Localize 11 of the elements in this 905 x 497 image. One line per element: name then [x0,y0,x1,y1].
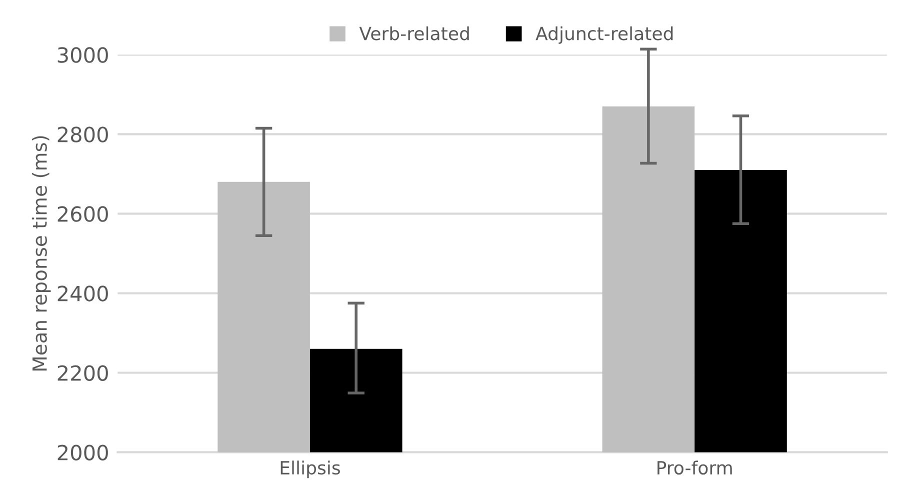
x-tick-label: Ellipsis [280,460,340,478]
legend-label: Adjunct-related [536,26,673,44]
y-tick-label: 3000 [58,47,108,63]
y-axis-title: Mean reponse time (ms) [32,136,51,370]
x-tick-label: Pro-form [658,460,732,475]
y-tick-label: 2200 [58,365,108,381]
y-tick-label: 2600 [58,206,108,222]
y-tick-label: 2000 [58,444,108,460]
y-tick-label: 2400 [58,286,108,302]
legend-label: Verb-related [359,26,469,40]
y-tick-label: 2800 [58,126,108,142]
